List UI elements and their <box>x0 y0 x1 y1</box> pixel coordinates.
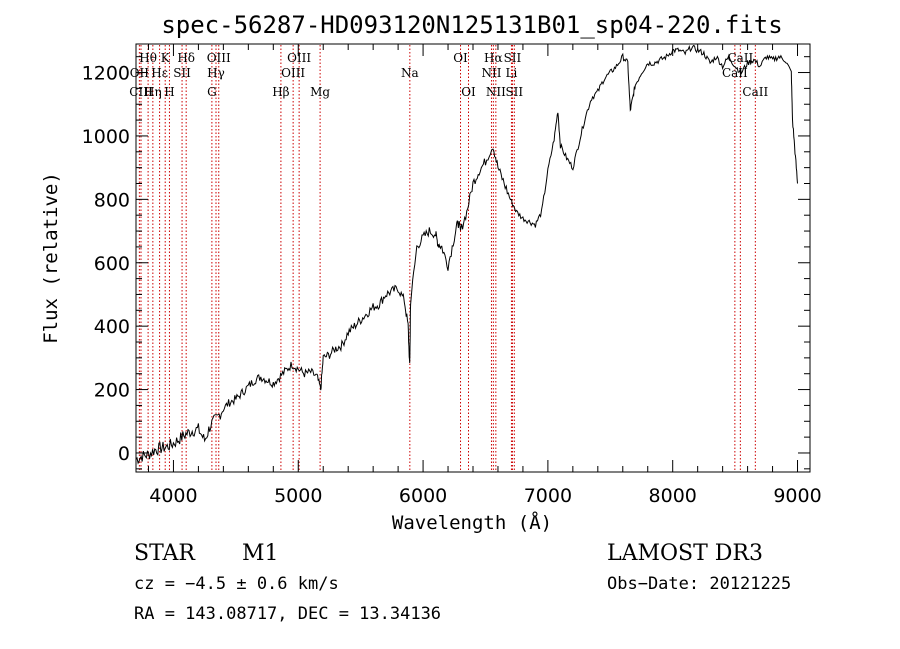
obs-date: Obs−Date: 20121225 <box>607 574 791 594</box>
line-label-21: NII <box>486 85 506 99</box>
y-tick-label-3: 600 <box>94 253 130 275</box>
line-label-0: Hθ <box>139 51 157 65</box>
x-tick-label-5: 9000 <box>773 485 821 507</box>
line-label-22: SII <box>504 51 522 65</box>
y-tick-label-6: 1200 <box>82 63 130 85</box>
x-axis-label: Wavelength (Å) <box>392 511 552 534</box>
line-label-11: G <box>207 85 217 99</box>
line-label-23: Li <box>506 66 518 80</box>
spectrum-trace <box>135 44 798 465</box>
survey-name: LAMOST DR3 <box>607 541 763 566</box>
spectral-line-markers <box>138 45 756 471</box>
line-label-4: Hε <box>151 66 168 80</box>
line-label-18: OI <box>461 85 476 99</box>
chart-title: spec-56287-HD093120N125131B01_sp04-220.f… <box>161 11 782 39</box>
line-label-17: OI <box>453 51 468 65</box>
line-label-26: CaII <box>722 66 748 80</box>
line-label-20: NII <box>481 66 501 80</box>
line-label-3: K <box>161 51 171 65</box>
object-class: STAR <box>134 541 196 566</box>
x-tick-label-2: 6000 <box>399 485 447 507</box>
line-label-24: SII <box>505 85 523 99</box>
line-label-10: Hγ <box>207 66 225 80</box>
coordinates-line: RA = 143.08717, DEC = 13.34136 <box>134 604 441 624</box>
line-label-15: Mg <box>310 85 330 99</box>
object-subclass: M1 <box>242 541 279 566</box>
line-label-12: Hβ <box>272 85 289 99</box>
line-label-5: Hη <box>144 85 162 99</box>
x-tick-label-0: 4000 <box>149 485 197 507</box>
x-tick-label-3: 7000 <box>524 485 572 507</box>
line-label-16: Na <box>401 66 419 80</box>
y-axis-ticks: 0 200 400 600 800 1000 1200 <box>82 56 810 470</box>
spectrum-series <box>135 44 798 465</box>
y-tick-label-2: 400 <box>94 316 130 338</box>
line-label-8: H <box>164 85 174 99</box>
line-label-27: CaII <box>742 85 768 99</box>
line-label-9: OIII <box>207 51 231 65</box>
line-label-7: SII <box>173 66 191 80</box>
line-label-6: Hδ <box>177 51 195 65</box>
x-tick-label-4: 8000 <box>649 485 697 507</box>
redshift-line: cz = −4.5 ± 0.6 km/s <box>134 574 339 594</box>
line-label-25: CaII <box>727 51 753 65</box>
x-tick-label-1: 5000 <box>274 485 322 507</box>
line-label-19: Hα <box>484 51 503 65</box>
x-axis-ticks: 4000 5000 6000 7000 8000 9000 <box>147 44 822 507</box>
plot-frame <box>135 43 811 473</box>
y-axis-label: Flux (relative) <box>40 172 62 344</box>
line-label-2: CIII <box>129 85 153 99</box>
line-label-13: OIII <box>287 51 311 65</box>
y-tick-label-0: 0 <box>118 443 130 465</box>
y-tick-label-5: 1000 <box>82 126 130 148</box>
y-tick-label-1: 200 <box>94 380 130 402</box>
y-tick-label-4: 800 <box>94 189 130 211</box>
line-label-14: OIII <box>281 66 305 80</box>
